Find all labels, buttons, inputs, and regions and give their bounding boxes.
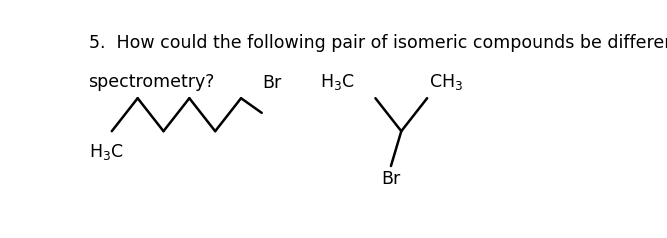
- Text: 5.  How could the following pair of isomeric compounds be differentiated by mass: 5. How could the following pair of isome…: [89, 34, 667, 52]
- Text: Br: Br: [263, 74, 282, 92]
- Text: CH$_3$: CH$_3$: [429, 72, 463, 92]
- Text: H$_3$C: H$_3$C: [89, 142, 123, 162]
- Text: Br: Br: [382, 170, 401, 188]
- Text: spectrometry?: spectrometry?: [89, 73, 215, 90]
- Text: H$_3$C: H$_3$C: [320, 72, 355, 92]
